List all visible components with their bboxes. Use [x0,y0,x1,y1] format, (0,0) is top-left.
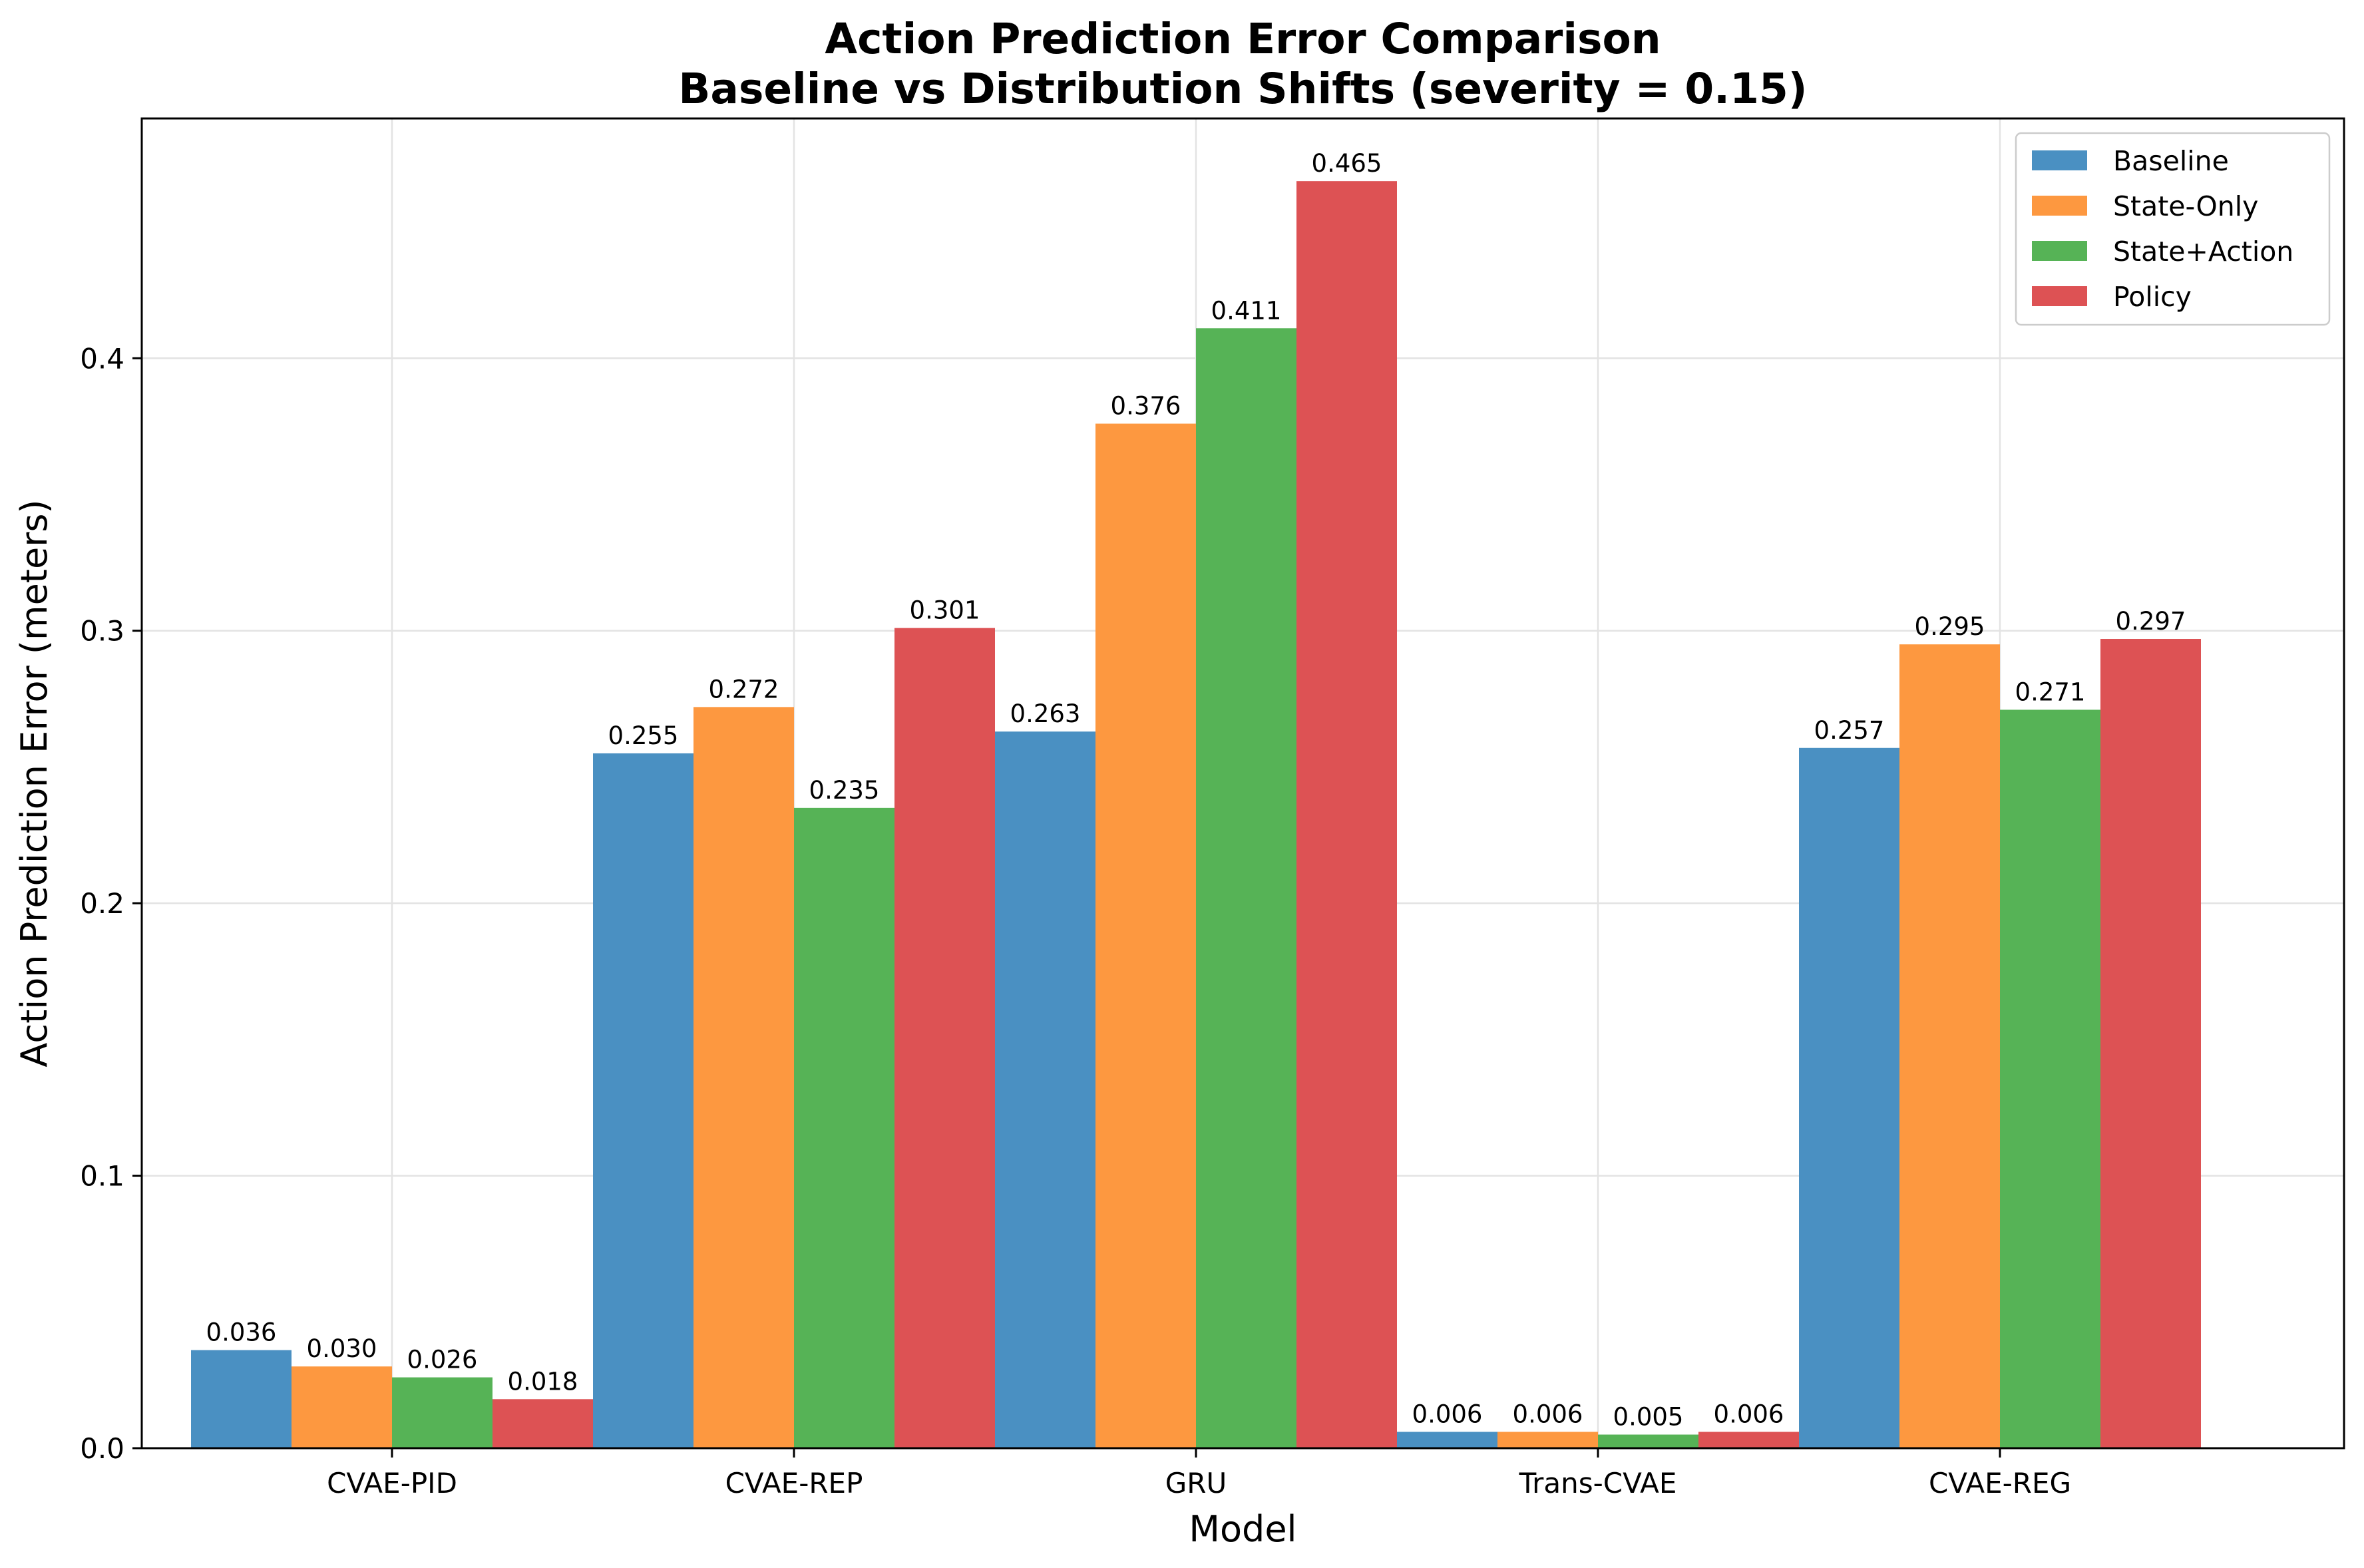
data-labels: 0.036 0.255 0.263 0.006 0.257 0.030 0.272 0.376… [206,149,2186,1431]
y-tick-label: 0.3 [80,615,124,648]
legend-label: State+Action [2113,236,2293,268]
y-tick-label: 0.4 [80,342,124,375]
data-label: 0.295 [1915,612,1985,641]
bar-state-only-gru [1095,423,1196,1448]
bar-state-only-trans-cvae [1497,1432,1598,1448]
bar-state-action-cvae-rep [794,807,894,1448]
x-tick-label: CVAE-REP [725,1467,863,1499]
data-label: 0.465 [1312,149,1382,178]
data-label: 0.257 [1814,716,1885,745]
data-label: 0.026 [407,1346,478,1374]
bar-state-only-cvae-pid [292,1366,392,1448]
bar-policy-cvae-rep [894,628,995,1448]
chart-subtitle: Baseline vs Distribution Shifts (severit… [678,65,1807,113]
x-tick-label: CVAE-REG [1929,1467,2071,1499]
x-tick-label: CVAE-PID [327,1467,457,1499]
plot-frame [140,117,2345,1450]
data-label: 0.036 [206,1318,277,1347]
bar-state-action-gru [1196,328,1296,1449]
legend-swatch [2032,150,2087,170]
y-tick-label: 0.2 [80,887,124,920]
bar-policy-cvae-pid [492,1399,593,1448]
bar-policy-trans-cvae [1698,1432,1799,1448]
legend-label: State-Only [2113,190,2258,222]
legend: Baseline State-Only State+Action Policy [2015,132,2331,326]
bar-baseline-trans-cvae [1397,1432,1497,1448]
x-tick-label: GRU [1165,1467,1227,1499]
data-label: 0.272 [709,675,779,703]
legend-label: Policy [2113,281,2192,313]
bars [191,181,2201,1449]
data-label: 0.411 [1211,296,1282,325]
legend-swatch [2032,286,2087,306]
data-label: 0.271 [2015,678,2086,706]
data-label: 0.006 [1714,1400,1784,1428]
bar-state-only-cvae-reg [1899,644,2000,1448]
legend-label: Baseline [2113,145,2229,177]
y-axis-label: Action Prediction Error (meters) [13,499,55,1067]
x-axis-label: Model [1189,1508,1296,1550]
bar-baseline-cvae-rep [593,753,693,1448]
data-label: 0.006 [1513,1400,1583,1428]
bar-state-only-cvae-rep [693,707,794,1448]
data-label: 0.235 [809,776,880,805]
chart-title: Action Prediction Error Comparison [825,15,1661,63]
bar-policy-cvae-reg [2100,639,2201,1448]
y-tick-label: 0.1 [80,1160,124,1193]
bar-baseline-cvae-pid [191,1350,292,1448]
legend-swatch [2032,241,2087,261]
y-tick-label: 0.0 [80,1432,124,1465]
bar-state-action-cvae-pid [392,1377,492,1448]
bar-baseline-cvae-reg [1799,747,1899,1448]
data-label: 0.301 [910,596,980,625]
data-label: 0.030 [307,1334,377,1363]
data-label: 0.263 [1010,699,1081,728]
bar-baseline-gru [995,731,1095,1448]
data-label: 0.255 [608,721,679,750]
x-tick-label: Trans-CVAE [1519,1467,1677,1499]
data-label: 0.005 [1613,1403,1684,1432]
legend-swatch [2032,196,2087,216]
data-label: 0.376 [1111,392,1181,421]
legend-box [2015,132,2331,326]
bar-policy-gru [1296,181,1397,1449]
data-label: 0.006 [1412,1400,1483,1428]
data-label: 0.018 [508,1367,578,1396]
axis-ticks: 0.0 0.1 0.2 0.3 0.4 CVAE-PID CVAE-REP GRU Trans-… [80,342,2071,1499]
bar-state-action-cvae-reg [2000,709,2100,1448]
bar-state-action-trans-cvae [1598,1434,1698,1448]
data-label: 0.297 [2116,607,2186,636]
